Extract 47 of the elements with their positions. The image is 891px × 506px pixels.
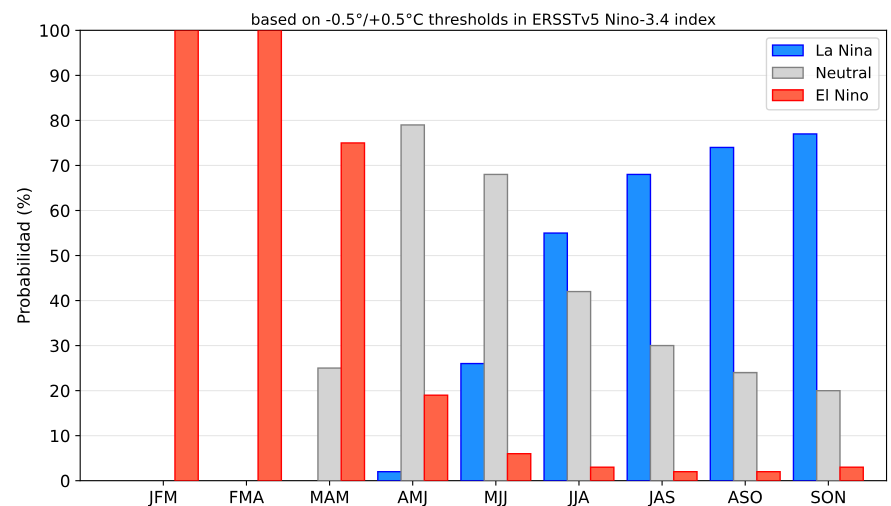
x-tick-label: MAM <box>311 490 348 504</box>
y-tick-label: 10 <box>51 430 70 442</box>
y-tick-label: 70 <box>50 159 70 172</box>
bar <box>650 344 674 481</box>
bar <box>673 471 698 481</box>
x-tick-label: MJJ <box>485 490 506 506</box>
bar <box>710 146 734 481</box>
bar <box>566 290 592 481</box>
x-tick-label: ASO <box>728 490 762 504</box>
bar <box>377 471 402 481</box>
bar <box>424 394 448 481</box>
y-tick-label: 80 <box>50 114 70 127</box>
y-tick-label: 60 <box>50 204 70 218</box>
bar <box>400 124 426 481</box>
x-tick-label: FMA <box>230 490 264 504</box>
bar <box>732 372 758 481</box>
legend-label: Neutral <box>816 66 870 78</box>
y-tick-label: 100 <box>40 24 70 37</box>
bar <box>506 452 532 481</box>
y-tick-label: 30 <box>50 340 70 352</box>
chart-title: based on -0.5°/+0.5°C thresholds in ERSSTv5 Nino-3.4 index <box>252 13 716 26</box>
y-axis-title: Probabilidad (%) <box>16 188 32 322</box>
legend-label: El Nino <box>816 88 868 101</box>
bar <box>257 30 282 481</box>
y-tick-label: 0 <box>60 474 70 488</box>
y-tick-label: 50 <box>50 249 70 262</box>
bar <box>317 367 342 481</box>
bar <box>340 142 366 481</box>
bar <box>626 174 652 481</box>
x-tick-label: JAS <box>648 490 674 506</box>
x-tick-label: JFM <box>148 490 176 506</box>
bar <box>543 232 568 481</box>
y-tick-label: 40 <box>50 294 70 308</box>
x-tick-label: AMJ <box>397 490 426 506</box>
bar <box>174 30 199 481</box>
bar <box>816 390 841 481</box>
bar <box>792 133 818 481</box>
bar <box>590 466 615 481</box>
bar <box>756 471 781 481</box>
y-tick-label: 20 <box>50 384 70 398</box>
x-tick-label: SON <box>811 490 845 504</box>
bar <box>484 174 508 481</box>
legend-label: La Nina <box>816 44 872 56</box>
bar <box>839 466 864 481</box>
bar <box>460 362 485 481</box>
y-tick-label: 90 <box>50 69 70 82</box>
x-tick-label: JJA <box>568 490 590 506</box>
